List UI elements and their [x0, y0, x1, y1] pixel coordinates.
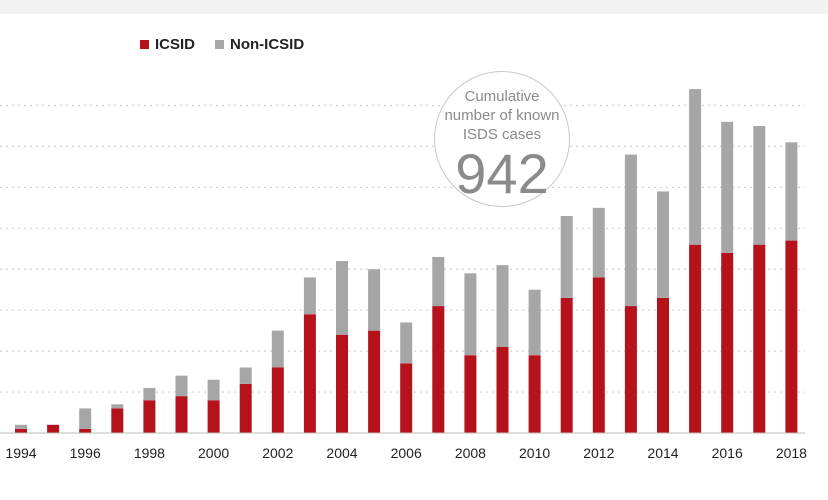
bar-non-icsid-2014	[657, 191, 669, 298]
bar-non-icsid-2016	[721, 121, 734, 253]
legend-label-icsid: ICSID	[155, 36, 196, 53]
bar-icsid-2009	[496, 347, 509, 433]
bar-non-icsid-1996	[79, 408, 92, 429]
bar-icsid-2004	[336, 334, 348, 433]
bar-non-icsid-2017	[753, 125, 766, 245]
bar-non-icsid-1997	[111, 404, 124, 409]
bar-non-icsid-2005	[368, 269, 381, 331]
bar-icsid-1997	[111, 408, 124, 433]
bar-icsid-2008	[464, 355, 477, 433]
bar-icsid-2006	[400, 363, 413, 433]
bar-icsid-2001	[239, 383, 252, 433]
legend-item-non-icsid: Non-ICSID	[215, 36, 304, 53]
bar-icsid-2018	[785, 240, 798, 433]
bar-icsid-1996	[79, 428, 92, 433]
bar-icsid-2010	[528, 355, 541, 433]
bar-icsid-2003	[303, 314, 316, 433]
bar-non-icsid-2013	[624, 154, 637, 307]
x-tick-label-2018: 2018	[776, 445, 807, 461]
x-tick-label-2000: 2000	[198, 445, 229, 461]
bar-icsid-2016	[721, 252, 734, 433]
x-tick-label-2008: 2008	[455, 445, 486, 461]
x-tick-label-1994: 1994	[5, 445, 36, 461]
bar-icsid-2005	[368, 330, 381, 433]
bar-non-icsid-2007	[432, 256, 445, 307]
bar-icsid-2011	[560, 297, 573, 433]
bar-icsid-2017	[753, 244, 766, 433]
bar-icsid-1999	[175, 396, 188, 433]
bar-icsid-2000	[207, 400, 220, 433]
x-tick-label-1998: 1998	[134, 445, 165, 461]
bar-icsid-1994	[15, 428, 27, 433]
bar-non-icsid-2008	[464, 273, 477, 356]
bar-non-icsid-2002	[271, 330, 284, 368]
x-tick-labels: 1994 1996 1998 2000 2002 2004 2006 2008 2010 2012…	[5, 445, 807, 461]
bar-non-icsid-2001	[239, 367, 252, 384]
bar-non-icsid-2012	[592, 207, 605, 278]
callout-label: Cumulative number of known ISDS cases	[444, 88, 560, 143]
bars	[15, 89, 798, 433]
x-tick-label-2004: 2004	[326, 445, 357, 461]
bar-non-icsid-1994	[15, 424, 27, 429]
legend: ICSID Non-ICSID	[140, 36, 304, 53]
callout-value: 942	[455, 142, 549, 205]
x-tick-label-2014: 2014	[647, 445, 678, 461]
x-tick-label-2016: 2016	[712, 445, 743, 461]
cumulative-cases-callout: Cumulative number of known ISDS cases 94…	[434, 71, 570, 207]
bar-non-icsid-2010	[528, 289, 541, 356]
legend-swatch-icsid	[140, 40, 149, 49]
bar-non-icsid-2009	[496, 265, 509, 348]
bar-non-icsid-2015	[689, 89, 702, 245]
x-tick-label-2002: 2002	[262, 445, 293, 461]
bar-icsid-1998	[143, 400, 156, 433]
bar-non-icsid-1998	[143, 387, 156, 401]
bar-icsid-2014	[657, 297, 669, 433]
legend-swatch-non-icsid	[215, 40, 225, 49]
bar-icsid-2007	[432, 306, 445, 433]
bar-non-icsid-2006	[400, 322, 413, 364]
x-tick-label-1996: 1996	[70, 445, 101, 461]
x-tick-label-2010: 2010	[519, 445, 550, 461]
bar-icsid-1995	[47, 424, 60, 433]
legend-item-icsid: ICSID	[140, 36, 195, 53]
bar-non-icsid-2018	[785, 142, 798, 241]
top-strip	[0, 0, 828, 14]
legend-label-non-icsid: Non-ICSID	[230, 36, 305, 53]
bar-icsid-2015	[689, 244, 702, 433]
bar-non-icsid-2000	[207, 379, 220, 401]
x-tick-label-2006: 2006	[391, 445, 422, 461]
bar-non-icsid-2004	[336, 261, 348, 335]
bar-icsid-2012	[592, 277, 605, 433]
bar-non-icsid-1999	[175, 375, 188, 397]
bar-non-icsid-2003	[303, 277, 316, 315]
bar-icsid-2013	[624, 306, 637, 433]
bar-icsid-2002	[271, 367, 284, 433]
x-tick-label-2012: 2012	[583, 445, 614, 461]
bar-non-icsid-2011	[560, 216, 573, 298]
